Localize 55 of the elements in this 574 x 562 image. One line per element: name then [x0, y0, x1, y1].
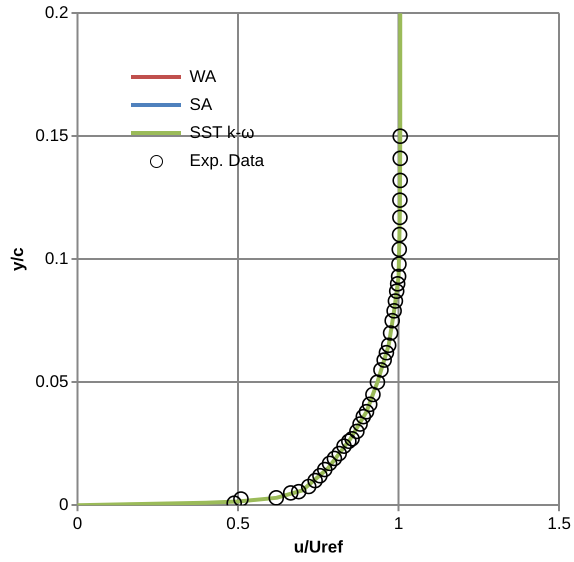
point — [362, 396, 378, 412]
point — [392, 172, 408, 188]
point — [282, 485, 299, 501]
point — [392, 226, 408, 242]
point — [391, 242, 408, 258]
point — [392, 128, 408, 144]
point — [352, 416, 368, 432]
y-tick-label: 0.2 — [44, 2, 68, 22]
y-tick-label: 0.15 — [35, 126, 68, 145]
point — [326, 450, 342, 466]
point — [307, 472, 323, 488]
x-tick-label: 1.5 — [547, 514, 572, 534]
point — [344, 430, 360, 447]
point — [390, 276, 406, 292]
point — [392, 192, 408, 208]
point — [300, 478, 316, 494]
point — [355, 408, 372, 424]
point — [386, 303, 402, 319]
legend-label: Exp. Data — [189, 151, 264, 172]
legend-label: SST k-ω — [189, 123, 254, 144]
point — [312, 468, 328, 484]
point — [341, 433, 357, 450]
point — [376, 352, 392, 368]
y-tick-label: 0.1 — [44, 248, 68, 268]
point — [370, 374, 386, 390]
point — [316, 462, 333, 478]
y-tick-label: 0.05 — [35, 372, 68, 391]
point — [336, 438, 352, 454]
x-tick-label: 0.5 — [226, 514, 250, 534]
point — [331, 446, 348, 462]
y-tick-label: 0 — [59, 494, 68, 514]
x-axis-title: u/Uref — [294, 537, 344, 556]
point — [268, 490, 284, 506]
point — [392, 150, 408, 166]
point — [290, 484, 307, 500]
legend-label: SA — [189, 95, 212, 116]
point — [384, 312, 400, 328]
point — [380, 338, 396, 354]
x-tick-label: 0 — [72, 514, 82, 534]
point — [388, 283, 404, 299]
point — [382, 325, 398, 341]
point — [233, 491, 249, 506]
point — [391, 256, 407, 272]
point — [358, 404, 374, 420]
x-tick-label: 1 — [394, 514, 404, 534]
point — [392, 210, 408, 226]
point — [322, 456, 338, 472]
legend-label: WA — [189, 67, 216, 88]
point — [349, 424, 365, 440]
point — [373, 362, 389, 378]
point — [388, 293, 404, 309]
point — [365, 386, 381, 402]
y-axis-title: y/c — [8, 247, 27, 272]
point — [390, 268, 406, 284]
point — [378, 344, 394, 360]
